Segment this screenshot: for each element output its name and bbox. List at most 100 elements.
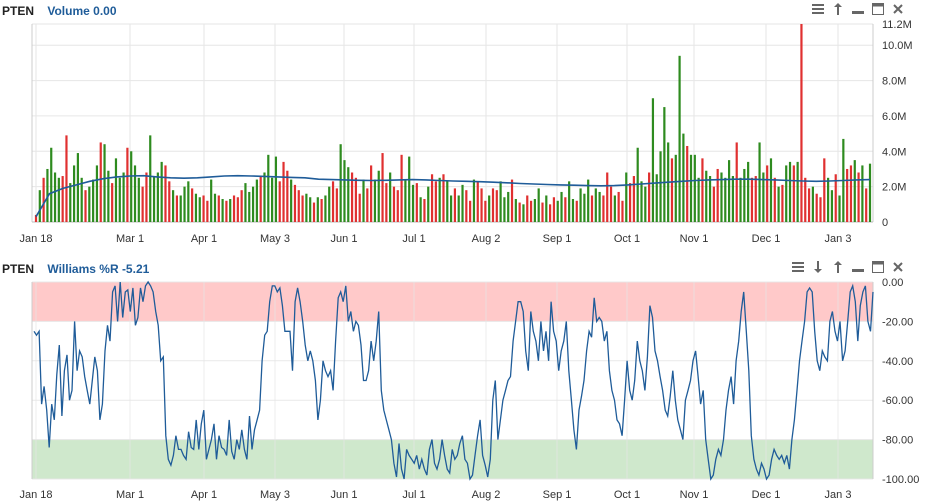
volume-bar — [404, 179, 407, 222]
volume-bar — [183, 186, 186, 222]
volume-bar — [194, 193, 198, 222]
volume-bar — [118, 177, 121, 222]
volume-bar — [663, 107, 666, 222]
volume-bar — [804, 177, 807, 222]
indicator-label: Williams %R -5.21 — [47, 262, 150, 276]
volume-bar — [271, 177, 274, 222]
volume-bar — [168, 181, 171, 222]
arrow-up-icon[interactable] — [831, 260, 845, 274]
volume-bar — [171, 190, 175, 222]
minimize-icon[interactable] — [851, 260, 865, 274]
volume-bar — [853, 160, 856, 222]
volume-bar — [50, 147, 53, 222]
x-tick-label: May 3 — [260, 233, 290, 245]
volume-bar — [560, 191, 563, 222]
volume-bar — [446, 181, 449, 222]
arrow-down-icon[interactable] — [811, 260, 825, 274]
volume-bar — [149, 135, 152, 222]
volume-bar — [126, 147, 129, 222]
x-tick-label: Mar 1 — [116, 233, 144, 245]
volume-header: PTEN Volume 0.00 — [2, 4, 117, 18]
volume-bar — [160, 161, 163, 222]
panel-tools — [791, 260, 905, 274]
close-icon[interactable] — [891, 260, 905, 274]
volume-bar — [571, 199, 575, 222]
close-icon[interactable] — [891, 2, 905, 16]
volume-bar — [625, 172, 628, 222]
x-tick-label: Jun 1 — [331, 489, 358, 501]
symbol-label: PTEN — [2, 4, 35, 18]
maximize-icon[interactable] — [871, 260, 885, 274]
volume-bar — [293, 184, 297, 222]
volume-bar — [514, 199, 517, 222]
volume-bar — [38, 190, 41, 222]
volume-bar — [263, 172, 266, 222]
volume-bar — [232, 195, 236, 222]
arrow-up-icon[interactable] — [831, 2, 845, 16]
volume-bar — [202, 195, 205, 222]
volume-bar — [46, 168, 49, 222]
volume-bar — [267, 154, 270, 222]
x-tick-label: Sep 1 — [543, 489, 572, 501]
williams-header: PTEN Williams %R -5.21 — [2, 262, 149, 276]
x-tick-label: Nov 1 — [680, 489, 709, 501]
volume-bar — [88, 186, 91, 222]
symbol-label: PTEN — [2, 262, 35, 276]
volume-bar — [175, 195, 179, 222]
volume-bar — [491, 188, 495, 222]
volume-bar — [236, 197, 239, 222]
volume-bar — [499, 181, 502, 222]
volume-bar — [320, 199, 323, 222]
volume-bar — [210, 179, 213, 222]
volume-bar — [362, 179, 365, 222]
volume-bar — [750, 177, 754, 222]
volume-bar — [518, 202, 521, 222]
minimize-icon[interactable] — [851, 2, 865, 16]
volume-bar — [590, 195, 594, 222]
volume-bar — [465, 190, 468, 222]
volume-bar — [400, 154, 403, 222]
volume-bar — [152, 176, 156, 222]
oversold-zone — [32, 439, 873, 479]
x-tick-label: Oct 1 — [614, 489, 640, 501]
volume-bar — [213, 193, 217, 222]
volume-bar — [488, 195, 491, 222]
menu-icon[interactable] — [791, 260, 805, 274]
volume-bar — [286, 170, 289, 222]
volume-bar — [792, 165, 795, 222]
volume-bar — [217, 195, 220, 222]
volume-bar — [575, 200, 578, 222]
volume-bar — [510, 179, 514, 222]
volume-bar — [811, 186, 814, 222]
volume-bar — [301, 195, 304, 222]
volume-bar — [815, 193, 818, 222]
volume-bar — [549, 204, 552, 222]
volume-bar — [34, 214, 38, 222]
volume-bar — [130, 151, 133, 222]
volume-bar — [229, 199, 232, 222]
y-tick-label: 11.2M — [882, 19, 912, 31]
volume-bar — [469, 200, 472, 222]
menu-icon[interactable] — [811, 2, 825, 16]
volume-bar — [111, 183, 114, 222]
maximize-icon[interactable] — [871, 2, 885, 16]
y-tick-label: -20.00 — [882, 316, 913, 328]
y-tick-label: 0 — [882, 217, 888, 229]
volume-bar — [849, 165, 853, 222]
volume-bar — [305, 193, 308, 222]
volume-chart: 0 2.0M 4.0M 6.0M 8.0M 10.0M 11.2M Jan 18 Mar 1 Ap… — [19, 19, 912, 245]
volume-bar — [449, 195, 453, 222]
volume-bar — [762, 172, 765, 222]
volume-bar — [583, 193, 586, 222]
volume-bar — [415, 183, 418, 222]
volume-bar — [655, 174, 658, 222]
volume-bar — [461, 184, 464, 222]
volume-bar — [137, 177, 140, 222]
volume-bar — [693, 154, 696, 222]
volume-bar — [503, 197, 506, 222]
volume-bar — [648, 172, 651, 222]
volume-bar — [347, 167, 350, 222]
volume-bar — [99, 142, 102, 222]
volume-bar — [206, 200, 209, 222]
volume-bar — [427, 186, 430, 222]
